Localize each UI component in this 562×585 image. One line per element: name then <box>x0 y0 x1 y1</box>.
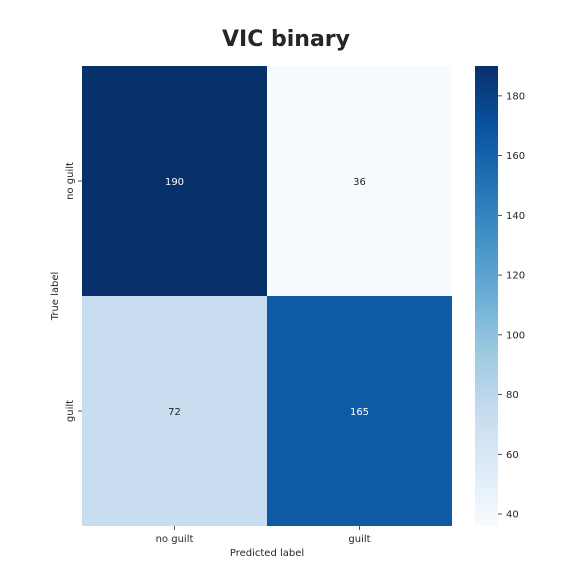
heatmap-cell <box>267 296 452 526</box>
colorbar-tick-label: 100 <box>506 330 525 341</box>
heatmap-cell <box>267 66 452 296</box>
y-tick-label: no guilt <box>65 162 76 200</box>
heatmap-cells: 190 36 72 165 <box>82 66 452 526</box>
colorbar <box>475 66 498 526</box>
colorbar-tick-label: 60 <box>506 450 519 461</box>
chart-title: VIC binary <box>222 27 350 52</box>
x-axis-label: Predicted label <box>230 548 304 559</box>
colorbar-ticks: 40 60 80 100 120 140 160 180 <box>498 91 525 521</box>
cell-value-label: 190 <box>165 177 184 188</box>
cell-value-label: 165 <box>350 407 369 418</box>
y-tick-label: guilt <box>65 400 76 422</box>
x-tick-label: no guilt <box>156 534 194 545</box>
colorbar-tick-label: 40 <box>506 510 519 521</box>
heatmap-cell <box>82 296 267 526</box>
colorbar-tick-label: 80 <box>506 390 519 401</box>
colorbar-tick-label: 140 <box>506 211 525 222</box>
colorbar-tick-label: 180 <box>506 91 525 102</box>
y-axis-label: True label <box>50 272 61 322</box>
cell-value-label: 36 <box>353 177 366 188</box>
heatmap-cell <box>82 66 267 296</box>
x-tick-label: guilt <box>348 534 370 545</box>
x-axis-ticks: no guilt guilt <box>156 526 371 545</box>
colorbar-tick-label: 160 <box>506 151 525 162</box>
cell-value-label: 72 <box>168 407 181 418</box>
y-axis-ticks: no guilt guilt <box>65 162 82 422</box>
colorbar-tick-label: 120 <box>506 271 525 282</box>
